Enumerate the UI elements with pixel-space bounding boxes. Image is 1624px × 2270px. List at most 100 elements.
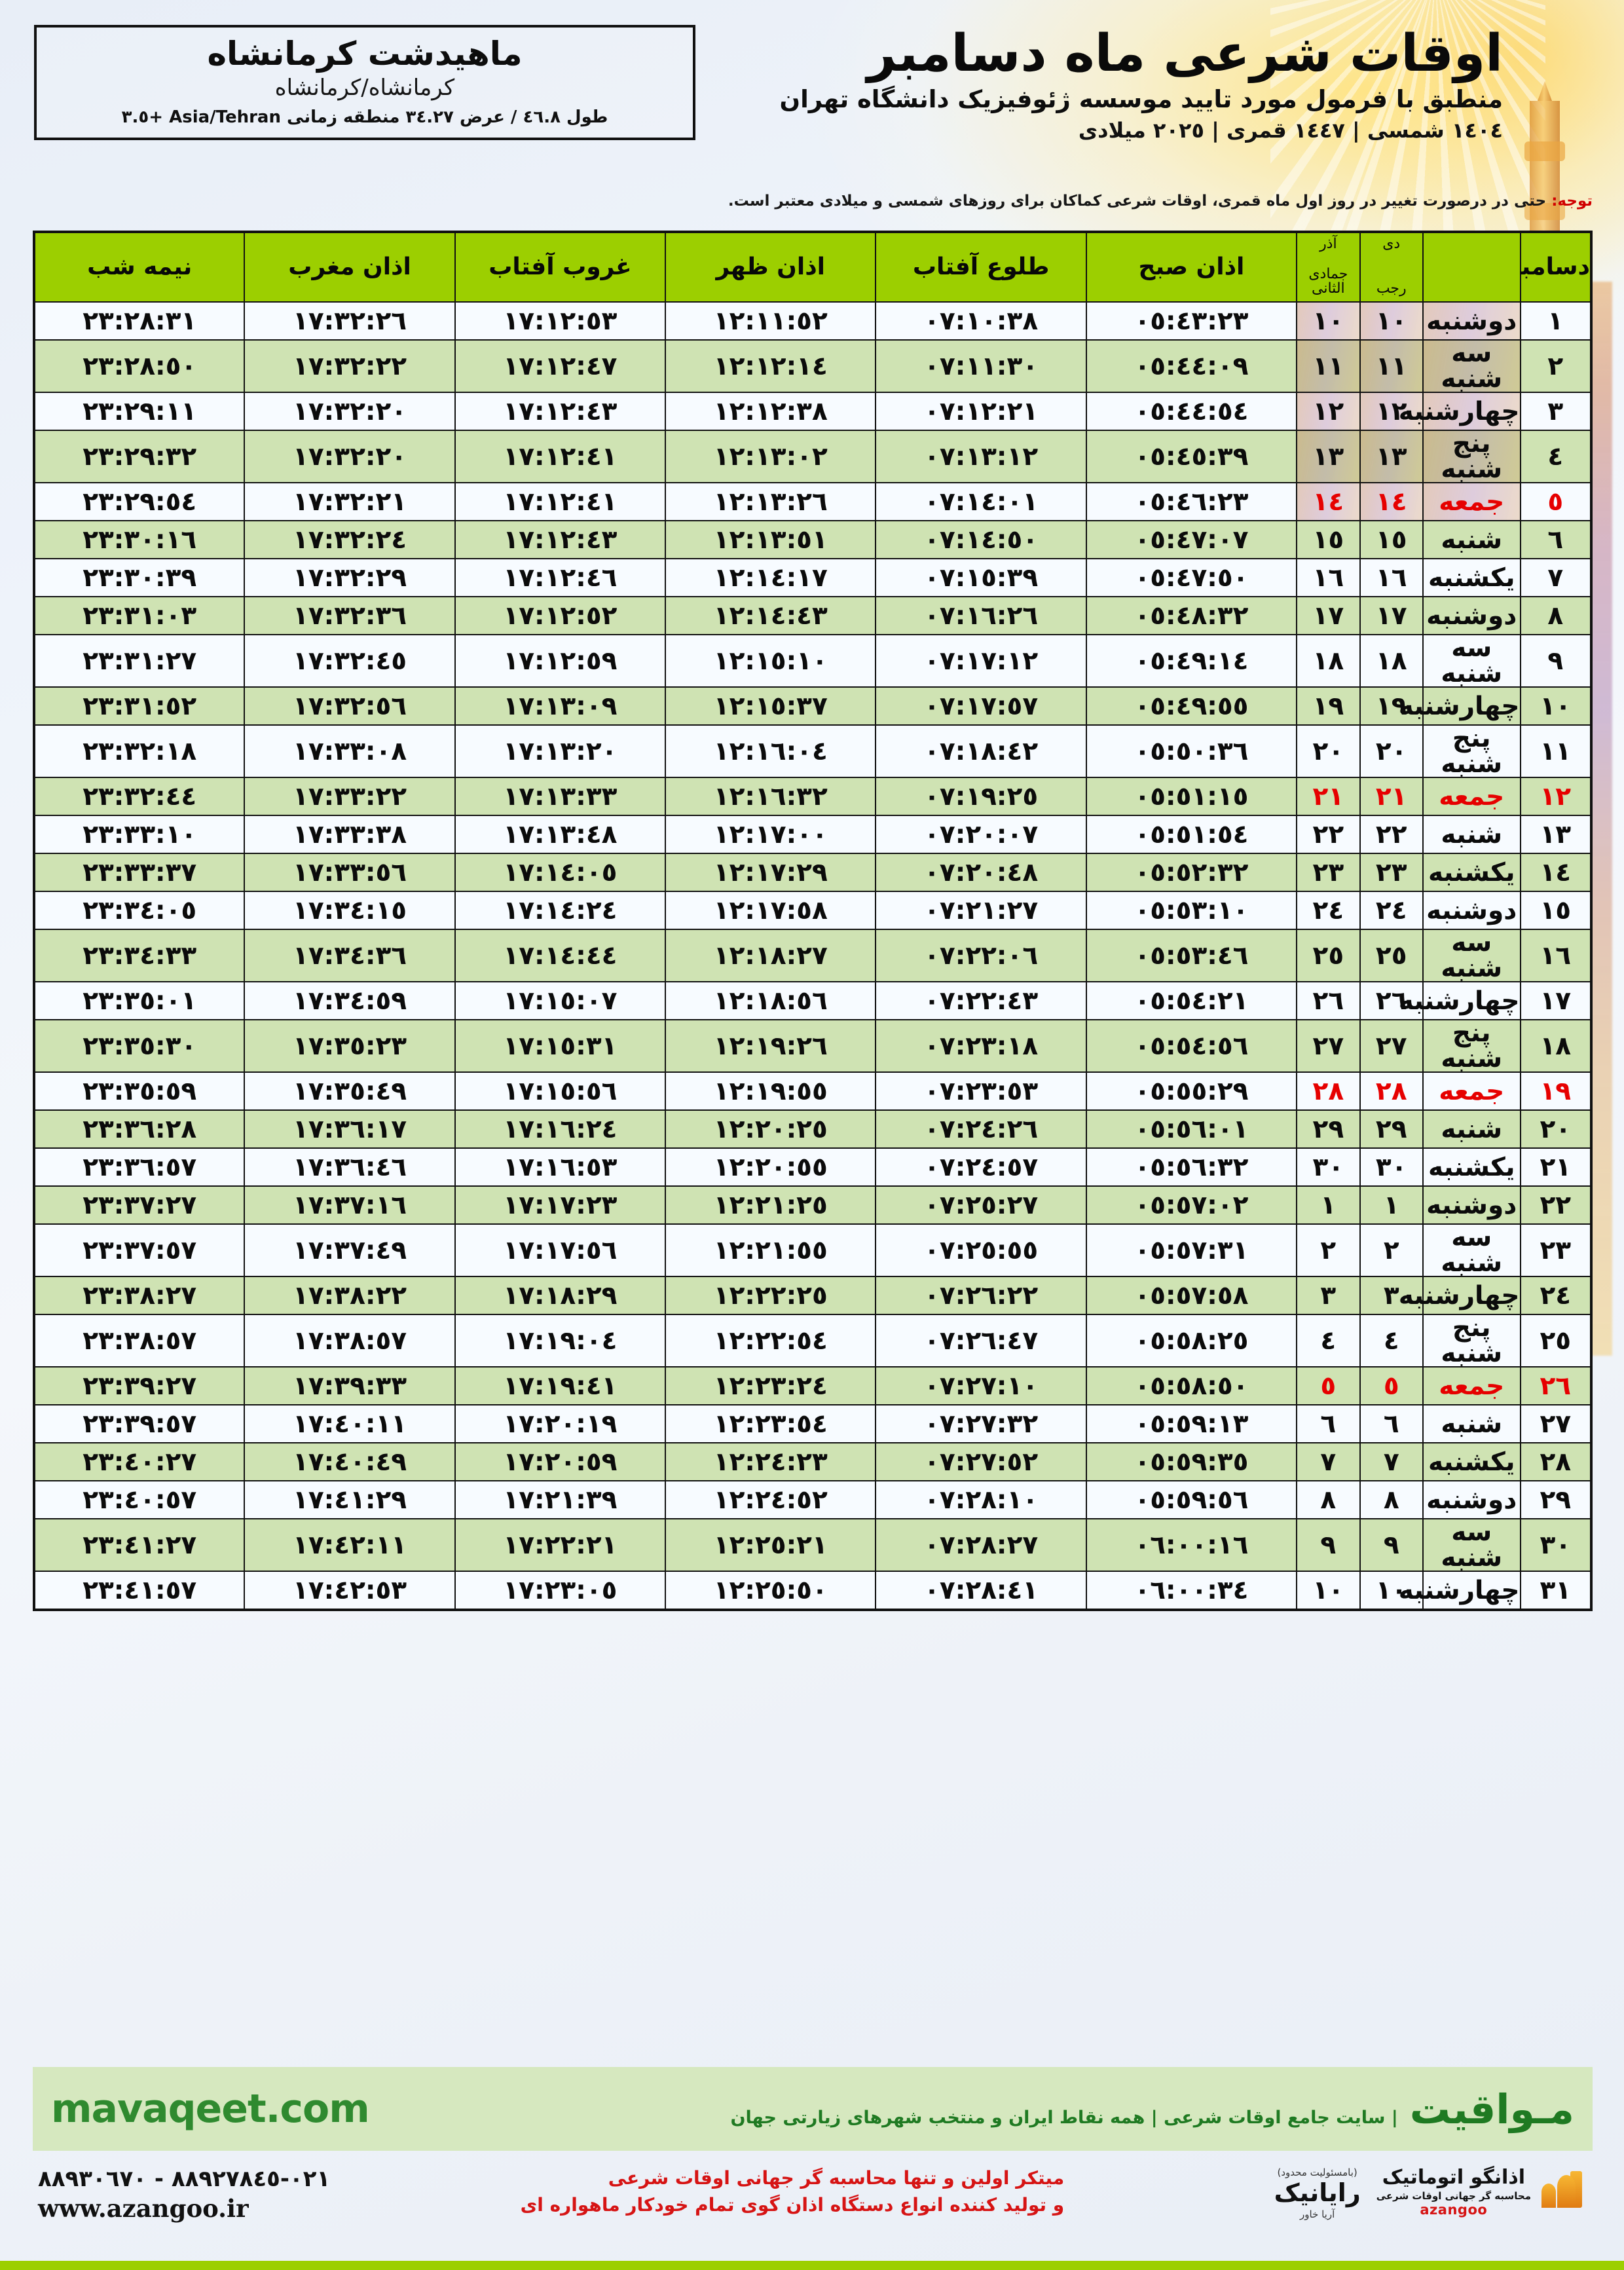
cell-midnight: ٢٣:٣٥:٥٩	[33, 1071, 246, 1111]
cell-maghrib: ١٧:٣٣:٣٨	[244, 815, 456, 854]
col-header-dhuhr: اذان ظهر	[665, 231, 877, 303]
cell-sunset: ١٧:١٢:٤٣	[454, 392, 667, 431]
cell-azar-jamadi: ٢١	[1296, 777, 1361, 816]
cell-midnight: ٢٣:٣٩:٢٧	[33, 1366, 246, 1405]
cell-weekday: یکشنبه	[1422, 1442, 1521, 1481]
page-title: اوقات شرعی ماه دسامبر	[866, 24, 1504, 83]
cell-december-day: ١٢	[1519, 777, 1593, 816]
cell-december-day: ٣١	[1519, 1571, 1593, 1610]
cell-dey-rajab: ٣٠	[1359, 1147, 1424, 1187]
mavaqeet-tagline: | سایت جامع اوقات شرعی | همه نقاط ایران …	[730, 2107, 1398, 2128]
cell-december-day: ١٨	[1519, 1019, 1593, 1073]
cell-sunset: ١٧:٢٣:٠٥	[454, 1571, 667, 1610]
cell-dhuhr: ١٢:١٨:٥٦	[665, 981, 877, 1020]
cell-dey-rajab: ١١	[1359, 339, 1424, 393]
col-header-dey-rajab: دی رجب	[1359, 231, 1424, 303]
cell-sunrise: ٠٧:٢١:٢٧	[875, 891, 1087, 930]
cell-sunset: ١٧:١٢:٤٦	[454, 558, 667, 597]
cell-azar-jamadi: ٧	[1296, 1442, 1361, 1481]
cell-fajr: ٠٥:٤٤:٥٤	[1085, 392, 1298, 431]
table-row: ٩ سه شنبه ١٨ ١٨ ٠٥:٤٩:١٤ ٠٧:١٧:١٢ ١٢:١٥:١٠ ١٧:١…	[33, 634, 1593, 688]
table-row: ٣٠ سه شنبه ٩ ٩ ٠٦:٠٠:١٦ ٠٧:٢٨:٢٧ ١٢:٢٥:٢١ ١٧:٢٢…	[33, 1518, 1593, 1572]
cell-december-day: ٣٠	[1519, 1518, 1593, 1572]
cell-maghrib: ١٧:٣٥:٢٣	[244, 1019, 456, 1073]
cell-dey-rajab: ٢١	[1359, 777, 1424, 816]
location-subtitle: کرمانشاه/کرمانشاه	[274, 75, 455, 101]
col-header-december: دسامبر	[1507, 231, 1593, 303]
table-row: ١٩ جمعه ٢٨ ٢٨ ٠٥:٥٥:٢٩ ٠٧:٢٣:٥٣ ١٢:١٩:٥٥ ١٧:١٥:…	[33, 1071, 1593, 1111]
cell-fajr: ٠٥:٤٤:٠٩	[1085, 339, 1298, 393]
cell-december-day: ٢٤	[1519, 1276, 1593, 1315]
col-header-rajab: رجب	[1376, 280, 1407, 297]
cell-dhuhr: ١٢:١٥:١٠	[665, 634, 877, 688]
header-row: دسامبر دی رجب آذر جمادی الثانی اذان صبح …	[33, 231, 1593, 303]
cell-sunset: ١٧:١٣:٣٣	[454, 777, 667, 816]
col-header-jamadi: جمادی الثانی	[1308, 266, 1348, 297]
cell-december-day: ١٣	[1519, 815, 1593, 854]
cell-fajr: ٠٥:٥١:١٥	[1085, 777, 1298, 816]
cell-fajr: ٠٦:٠٠:٣٤	[1085, 1571, 1298, 1610]
mavaqeet-domain[interactable]: mavaqeet.com	[51, 2086, 370, 2132]
cell-sunrise: ٠٧:١٨:٤٢	[875, 724, 1087, 778]
cell-dey-rajab: ٦	[1359, 1404, 1424, 1443]
cell-sunrise: ٠٧:١٠:٣٨	[875, 301, 1087, 341]
cell-dey-rajab: ١٥	[1359, 520, 1424, 559]
prayer-times-table-wrapper: دسامبر دی رجب آذر جمادی الثانی اذان صبح …	[33, 231, 1593, 1611]
cell-maghrib: ١٧:٣٤:٣٦	[244, 929, 456, 982]
cell-sunrise: ٠٧:٢٣:٥٣	[875, 1071, 1087, 1111]
cell-sunset: ١٧:١٧:٥٦	[454, 1223, 667, 1277]
cell-weekday: چهارشنبه	[1399, 981, 1521, 1020]
cell-weekday: دوشنبه	[1422, 891, 1521, 930]
cell-azar-jamadi: ١٥	[1296, 520, 1361, 559]
cell-maghrib: ١٧:٣٧:٤٩	[244, 1223, 456, 1277]
cell-sunset: ١٧:١٦:٢٤	[454, 1109, 667, 1149]
cell-december-day: ٢٨	[1519, 1442, 1593, 1481]
cell-sunset: ١٧:١٧:٢٣	[454, 1185, 667, 1225]
cell-midnight: ٢٣:٣٠:٣٩	[33, 558, 246, 597]
rayanik-note: (بامسئولیت محدود)	[1277, 2167, 1357, 2178]
cell-dhuhr: ١٢:٢٣:٥٤	[665, 1404, 877, 1443]
cell-sunrise: ٠٧:١٦:٢٦	[875, 596, 1087, 635]
table-row: ١١ پنج شنبه ٢٠ ٢٠ ٠٥:٥٠:٣٦ ٠٧:١٨:٤٢ ١٢:١٦:٠٤ ١٧…	[33, 724, 1593, 778]
cell-weekday: یکشنبه	[1422, 853, 1521, 892]
table-row: ٤ پنج شنبه ١٣ ١٣ ٠٥:٤٥:٣٩ ٠٧:١٣:١٢ ١٢:١٣:٠٢ ١٧:…	[33, 430, 1593, 483]
cell-december-day: ٢٣	[1519, 1223, 1593, 1277]
cell-december-day: ٢٠	[1519, 1109, 1593, 1149]
col-header-azar-jamadi: آذر جمادی الثانی	[1296, 231, 1361, 303]
cell-dey-rajab: ٧	[1359, 1442, 1424, 1481]
col-header-dey: دی	[1382, 236, 1401, 252]
cell-weekday: سه شنبه	[1422, 1223, 1521, 1277]
footer-green-strip	[0, 2261, 1624, 2270]
cell-maghrib: ١٧:٣٣:٥٦	[244, 853, 456, 892]
cell-sunset: ١٧:١٥:٠٧	[454, 981, 667, 1020]
cell-sunrise: ٠٧:٢٧:٥٢	[875, 1442, 1087, 1481]
cell-weekday: پنج شنبه	[1422, 724, 1521, 778]
cell-fajr: ٠٦:٠٠:١٦	[1085, 1518, 1298, 1572]
cell-sunset: ١٧:١٢:٤٧	[454, 339, 667, 393]
mavaqeet-brand: مـواقیت | سایت جامع اوقات شرعی | همه نقا…	[730, 2085, 1574, 2133]
cell-sunrise: ٠٧:٢٢:٤٣	[875, 981, 1087, 1020]
cell-maghrib: ١٧:٣٤:٥٩	[244, 981, 456, 1020]
footer-website[interactable]: www.azangoo.ir	[38, 2193, 249, 2223]
cell-azar-jamadi: ١١	[1296, 339, 1361, 393]
cell-dhuhr: ١٢:٢٢:٢٥	[665, 1276, 877, 1315]
cell-sunset: ١٧:١٤:٢٤	[454, 891, 667, 930]
cell-midnight: ٢٣:٣٩:٥٧	[33, 1404, 246, 1443]
cell-azar-jamadi: ٢٢	[1296, 815, 1361, 854]
cell-sunrise: ٠٧:١٩:٢٥	[875, 777, 1087, 816]
cell-midnight: ٢٣:٣٦:٥٧	[33, 1147, 246, 1187]
table-row: ٧ یکشنبه ١٦ ١٦ ٠٥:٤٧:٥٠ ٠٧:١٥:٣٩ ١٢:١٤:١٧ ١٧:١٢…	[33, 558, 1593, 597]
cell-dhuhr: ١٢:١٢:١٤	[665, 339, 877, 393]
cell-sunset: ١٧:١٢:٤١	[454, 482, 667, 521]
cell-dey-rajab: ١	[1359, 1185, 1424, 1225]
cell-dey-rajab: ٨	[1359, 1480, 1424, 1519]
cell-azar-jamadi: ١٠	[1296, 301, 1361, 341]
cell-azar-jamadi: ١٠	[1296, 1571, 1361, 1610]
cell-december-day: ٢٧	[1519, 1404, 1593, 1443]
cell-midnight: ٢٣:٢٩:٥٤	[33, 482, 246, 521]
cell-sunset: ١٧:١٤:٠٥	[454, 853, 667, 892]
cell-dhuhr: ١٢:١٦:٠٤	[665, 724, 877, 778]
bottom-footer: اذانگو اتوماتیک محاسبه گر جهانی اوقات شر…	[0, 2161, 1624, 2260]
cell-sunset: ١٧:٢١:٣٩	[454, 1480, 667, 1519]
cell-maghrib: ١٧:٤٢:١١	[244, 1518, 456, 1572]
